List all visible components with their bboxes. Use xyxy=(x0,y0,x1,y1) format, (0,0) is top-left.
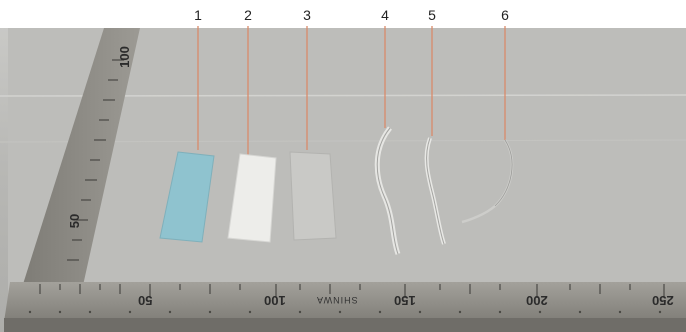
sample-3-translucent-film xyxy=(289,151,337,241)
sample-label-1: 1 xyxy=(194,7,202,23)
ruler-brand: SHINWA xyxy=(316,295,358,305)
square-side-arm xyxy=(18,28,140,300)
sample-label-5: 5 xyxy=(428,7,436,23)
leader-lines xyxy=(197,26,506,155)
square-bottom-edge xyxy=(4,318,686,332)
side-tick-50: 50 xyxy=(67,213,83,229)
bottom-ruler-ticks xyxy=(39,284,665,298)
sample-label-2: 2 xyxy=(244,7,252,23)
ruler-tick-250: 250 xyxy=(652,293,674,308)
sample-1-blue-film xyxy=(159,151,215,243)
square-bottom-arm xyxy=(4,282,686,322)
ruler-tick-150: 150 xyxy=(394,293,416,308)
background-top-band xyxy=(0,0,686,28)
ruler-tick-50: 50 xyxy=(138,293,153,308)
bottom-ruler-minor-dots xyxy=(28,310,662,314)
sample-label-6: 6 xyxy=(501,7,509,23)
sample-label-3: 3 xyxy=(303,7,311,23)
side-arm-ticks xyxy=(67,59,124,261)
side-tick-100: 100 xyxy=(116,46,132,68)
sample-2-white-film xyxy=(227,153,277,243)
ruler-tick-100: 100 xyxy=(264,293,286,308)
ruler-tick-200: 200 xyxy=(526,293,548,308)
sample-label-4: 4 xyxy=(381,7,389,23)
